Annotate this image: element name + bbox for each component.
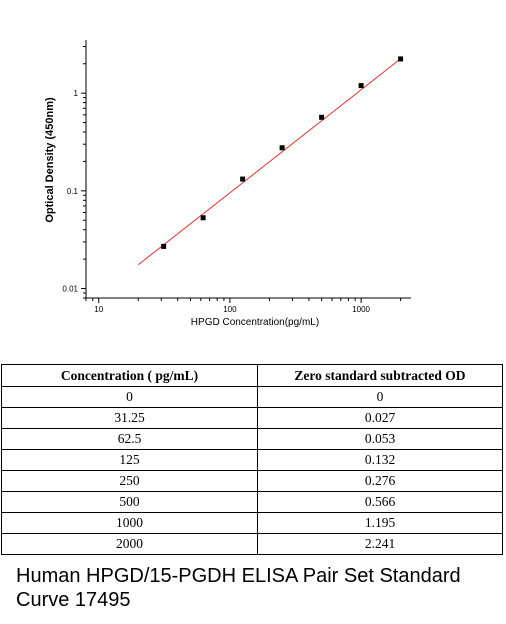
table-cell: 2.241: [257, 533, 503, 555]
data-points: [161, 56, 404, 249]
data-point: [200, 215, 206, 221]
x-axis-label: HPGD Concentration(pg/mL): [191, 317, 319, 328]
data-point: [279, 145, 285, 151]
table-row: 1000 1.195: [1, 512, 503, 534]
data-table: Concentration ( pg/mL) Zero standard sub…: [1, 364, 503, 555]
table-cell: 0.276: [257, 470, 503, 492]
table-cell: 62.5: [1, 428, 258, 450]
x-tick-label: 1000: [352, 305, 370, 314]
x-tick-label: 10: [94, 305, 103, 314]
table-cell: 2000: [1, 533, 258, 555]
y-tick-label: 1: [74, 89, 79, 98]
axes: 10 100 1000 0.01 0.1 1: [62, 40, 411, 314]
table-cell: 31.25: [1, 407, 258, 429]
table-cell: 500: [1, 491, 258, 513]
table-cell: 0.566: [257, 491, 503, 513]
data-point: [240, 176, 246, 182]
data-point: [161, 243, 167, 249]
table-row: 250 0.276: [1, 470, 503, 492]
table-row: 500 0.566: [1, 491, 503, 513]
table-cell: 125: [1, 449, 258, 471]
x-tick-label: 100: [223, 305, 237, 314]
y-axis-label: Optical Density (450nm): [44, 97, 56, 223]
table-cell: 0.027: [257, 407, 503, 429]
table-cell: 1000: [1, 512, 258, 534]
y-tick-label: 0.1: [67, 187, 79, 196]
table-row: 125 0.132: [1, 449, 503, 471]
table-cell: 250: [1, 470, 258, 492]
table-row: 31.25 0.027: [1, 407, 503, 429]
figure-caption: Human HPGD/15-PGDH ELISA Pair Set Standa…: [16, 565, 461, 611]
column-header-concentration: Concentration ( pg/mL): [1, 364, 258, 387]
table-header-row: Concentration ( pg/mL) Zero standard sub…: [1, 364, 503, 387]
table-cell: 0.132: [257, 449, 503, 471]
table-row: 2000 2.241: [1, 533, 503, 555]
table-cell: 0: [1, 386, 258, 408]
table-cell: 1.195: [257, 512, 503, 534]
fit-line-group: [137, 58, 401, 266]
y-tick-label: 0.01: [62, 285, 78, 294]
standard-curve-chart: 10 100 1000 0.01 0.1 1 HPGD Concentration(pg/…: [44, 40, 411, 328]
fit-line: [137, 58, 401, 266]
table-cell: 0: [257, 386, 503, 408]
table-cell: 0.053: [257, 428, 503, 450]
column-header-od: Zero standard subtracted OD: [257, 364, 503, 387]
data-point: [358, 83, 364, 89]
data-point: [319, 114, 325, 120]
table-row: 62.5 0.053: [1, 428, 503, 450]
data-point: [398, 56, 404, 62]
